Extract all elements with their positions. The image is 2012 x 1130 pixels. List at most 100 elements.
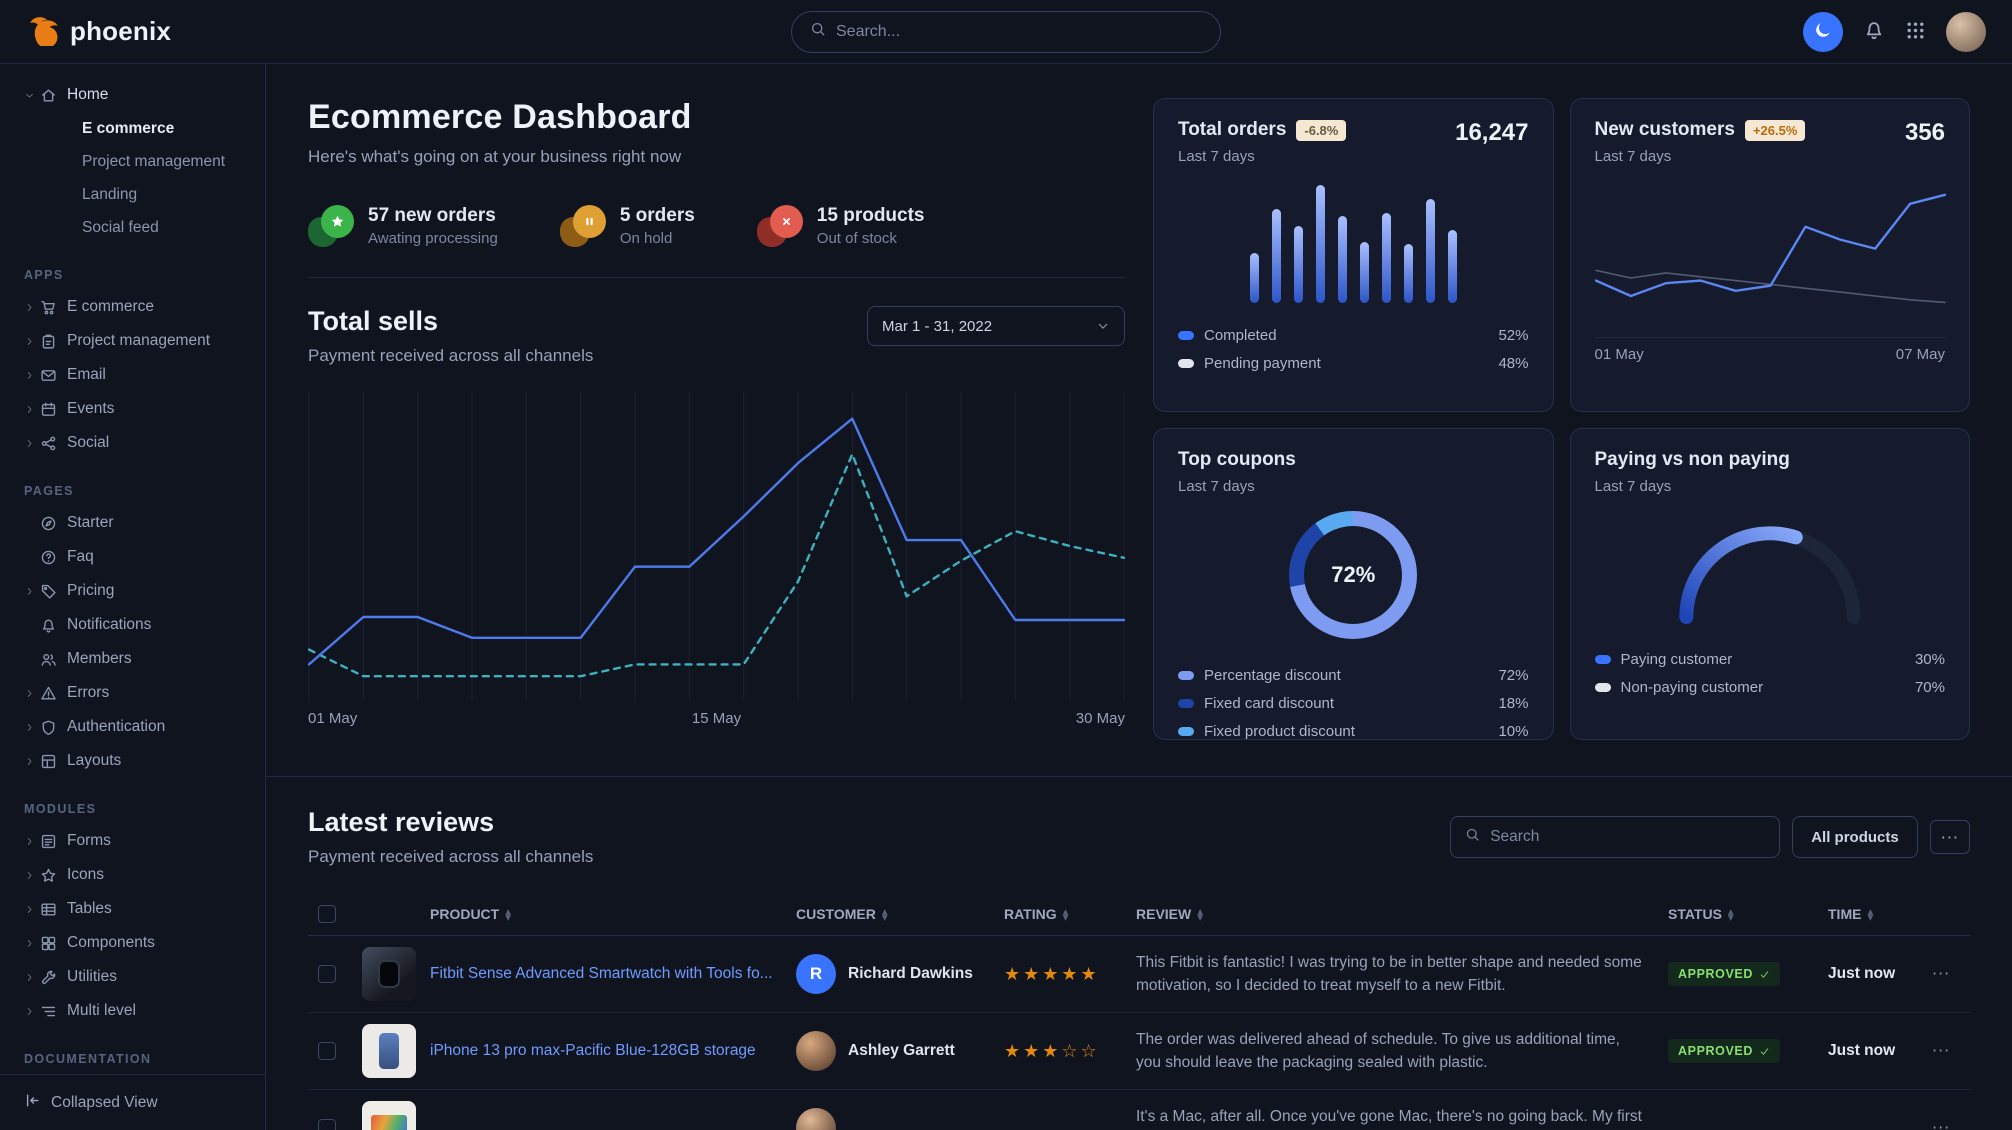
sidebar-item-label: Project management: [67, 332, 211, 349]
product-thumbnail: [362, 1101, 416, 1130]
phoenix-logo-icon: [26, 12, 60, 51]
sidebar-item-starter[interactable]: Starter: [0, 506, 265, 540]
reviews-controls: All products ···: [1450, 816, 1970, 858]
reviews-search[interactable]: [1450, 816, 1781, 858]
sidebar-item-label: Multi level: [67, 1002, 136, 1019]
customer-avatar: [796, 1108, 836, 1130]
legend-fixed-card-discount: Fixed card discount 18%: [1178, 689, 1529, 717]
caret-right-icon: [24, 756, 40, 767]
sidebar-item-authentication[interactable]: Authentication: [0, 710, 265, 744]
date-range-select[interactable]: Mar 1 - 31, 2022: [867, 306, 1125, 346]
sidebar-item-utilities[interactable]: Utilities: [0, 960, 265, 994]
axis-label: 01 May: [1594, 346, 1644, 363]
sidebar-item-pricing[interactable]: Pricing: [0, 574, 265, 608]
stat-caption: On hold: [619, 230, 673, 247]
sidebar-section-pages: PAGES: [24, 484, 74, 498]
stat-value: 57 new orders: [368, 205, 496, 226]
sidebar-section-documentation: DOCUMENTATION: [24, 1052, 152, 1066]
top-coupons-donut-chart: 72%: [1289, 511, 1418, 639]
legend-value: 72%: [1498, 666, 1529, 684]
column-header-review[interactable]: REVIEW ▲ ▼: [1126, 893, 1658, 936]
sidebar-item-label: Home: [67, 86, 109, 103]
order-bar: [1359, 241, 1369, 303]
page-subtitle: Here's what's going on at your business …: [308, 147, 682, 166]
sidebar-item-multi-level[interactable]: Multi level: [0, 994, 265, 1028]
review-time: Just now: [1828, 965, 1896, 982]
notifications-button[interactable]: [1863, 19, 1885, 44]
select-all-checkbox[interactable]: [318, 905, 336, 923]
column-header-time[interactable]: TIME ▲ ▼: [1818, 893, 1922, 936]
sort-icon: ▲ ▼: [1062, 906, 1069, 923]
sidebar-item-email[interactable]: Email: [0, 358, 265, 392]
sidebar-item-project-management[interactable]: Project management: [82, 152, 226, 170]
axis-label: 15 May: [691, 710, 742, 727]
donut-center-value: 72%: [1331, 562, 1376, 587]
product-link[interactable]: iPhone 13 pro max-Pacific Blue-128GB sto…: [430, 1042, 756, 1059]
sidebar-item-social-feed[interactable]: Social feed: [82, 218, 159, 236]
sidebar-item-faq[interactable]: Faq: [0, 540, 265, 574]
row-menu-button[interactable]: ···: [1932, 1041, 1951, 1060]
latest-reviews-subtitle: Payment received across all channels: [308, 847, 594, 866]
sidebar-item-label: Components: [67, 934, 155, 951]
cart-icon: [40, 299, 67, 316]
sidebar-item-forms[interactable]: Forms: [0, 824, 265, 858]
user-avatar[interactable]: [1946, 11, 1986, 52]
all-products-filter-button[interactable]: All products: [1792, 816, 1918, 858]
status-badge: APPROVED: [1668, 962, 1780, 986]
collapsed-view-toggle[interactable]: Collapsed View: [0, 1074, 265, 1130]
row-menu-button[interactable]: ···: [1932, 1118, 1951, 1130]
sidebar-item-components[interactable]: Components: [0, 926, 265, 960]
column-header-status[interactable]: STATUS ▲ ▼: [1658, 893, 1818, 936]
total-sells-title: Total sells: [308, 306, 439, 336]
total-orders-legend: Completed 52% Pending payment 48%: [1178, 321, 1529, 377]
sidebar-nav: Home E commerce Project management Landing S…: [0, 78, 265, 1074]
stat-value: 15 products: [816, 205, 925, 226]
reviews-search-input[interactable]: [1490, 828, 1766, 846]
sidebar-item-tables[interactable]: Tables: [0, 892, 265, 926]
row-checkbox[interactable]: [318, 1042, 336, 1060]
sidebar-item-label: Pricing: [67, 582, 115, 599]
sidebar-item-icons[interactable]: Icons: [0, 858, 265, 892]
sidebar-item-home[interactable]: Home: [0, 78, 265, 112]
caret-right-icon: [24, 438, 40, 449]
column-header-customer[interactable]: CUSTOMER ▲ ▼: [786, 893, 994, 936]
total-sells-axis-labels: 01 May 15 May 30 May: [308, 710, 1125, 727]
reviews-menu-button[interactable]: ···: [1929, 820, 1970, 854]
customer-name: Richard Dawkins: [848, 965, 973, 982]
card-title: New customers: [1594, 119, 1735, 140]
collapsed-view-label: Collapsed View: [51, 1093, 158, 1111]
star-icon: [40, 867, 67, 884]
legend-marker: [1178, 670, 1194, 680]
sidebar-item-errors[interactable]: Errors: [0, 676, 265, 710]
sort-icon: ▲ ▼: [881, 906, 888, 923]
sidebar-item-landing[interactable]: Landing: [82, 185, 138, 203]
sidebar-item-members[interactable]: Members: [0, 642, 265, 676]
new-customers-line-chart: [1594, 185, 1946, 325]
mail-icon: [40, 367, 67, 384]
theme-toggle-button[interactable]: [1803, 11, 1843, 52]
sidebar-item-e-commerce[interactable]: E commerce: [82, 119, 175, 137]
sidebar-item-layouts[interactable]: Layouts: [0, 744, 265, 778]
search-input[interactable]: [836, 22, 1202, 41]
legend-pending-payment: Pending payment 48%: [1178, 349, 1529, 377]
legend-label: Completed: [1204, 326, 1277, 344]
sidebar-item-project-management[interactable]: Project management: [0, 324, 265, 358]
row-menu-button[interactable]: ···: [1932, 964, 1951, 983]
brand[interactable]: phoenix: [26, 12, 171, 51]
apps-grid-button[interactable]: [1905, 20, 1926, 44]
row-checkbox[interactable]: [318, 1119, 336, 1130]
orders-trend-badge: -6.8%: [1296, 119, 1347, 141]
column-header-product[interactable]: PRODUCT ▲ ▼: [352, 893, 786, 936]
row-checkbox[interactable]: [318, 965, 336, 983]
sidebar-item-events[interactable]: Events: [0, 392, 265, 426]
column-header-rating[interactable]: RATING ▲ ▼: [994, 893, 1126, 936]
product-link[interactable]: Fitbit Sense Advanced Smartwatch with To…: [430, 965, 773, 982]
sidebar-item-e-commerce[interactable]: E commerce: [0, 290, 265, 324]
sidebar-item-label: Events: [67, 400, 115, 417]
caret-right-icon: [24, 336, 40, 347]
sidebar-item-notifications[interactable]: Notifications: [0, 608, 265, 642]
sort-icon: ▲ ▼: [1197, 906, 1204, 923]
topnav-search[interactable]: [791, 10, 1221, 53]
sidebar-item-label: Errors: [67, 684, 110, 701]
sidebar-item-social[interactable]: Social: [0, 426, 265, 460]
